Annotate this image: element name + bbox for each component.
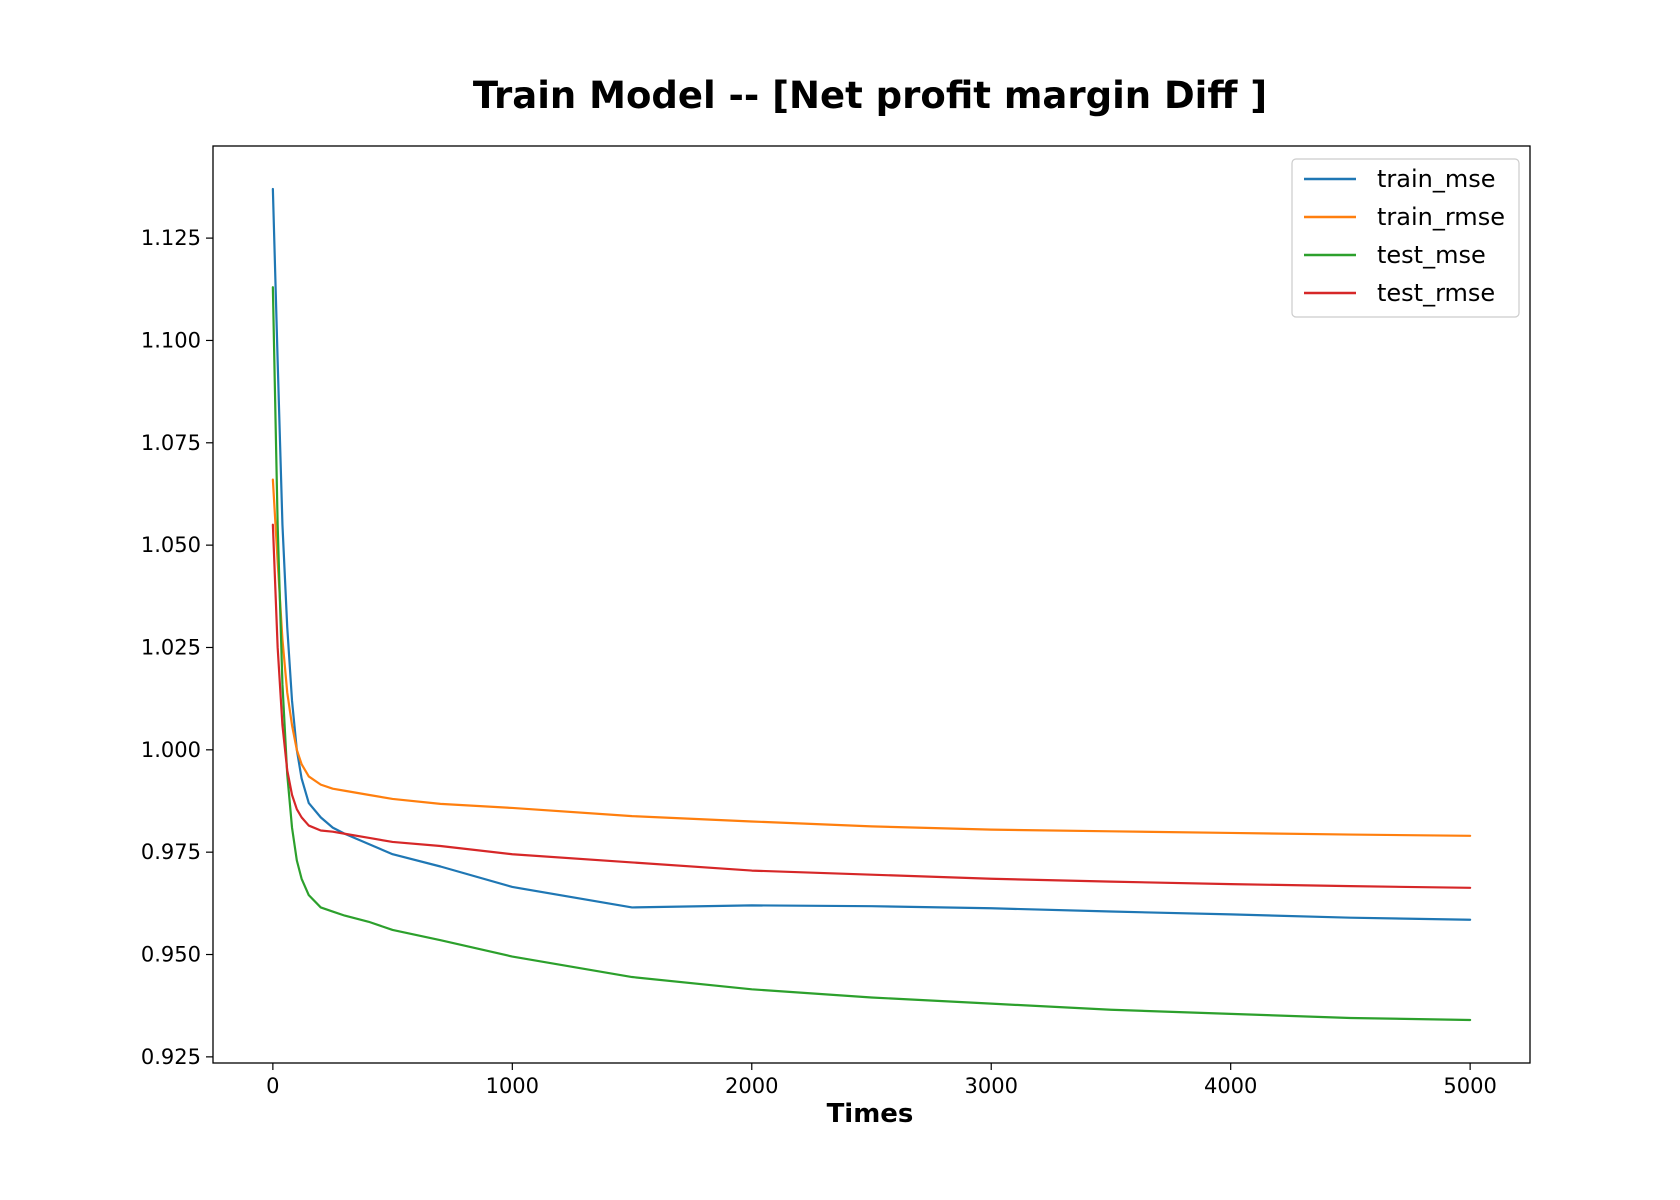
y-tick-label: 1.025 [141, 635, 201, 659]
legend-label-test-rmse: test_rmse [1377, 279, 1495, 307]
x-tick-label: 0 [266, 1074, 279, 1098]
x-tick-label: 5000 [1443, 1074, 1496, 1098]
series-line-test-rmse [271, 523, 1472, 889]
series-line-train-mse [271, 187, 1472, 921]
legend-label-train-rmse: train_rmse [1377, 203, 1505, 231]
x-tick-label: 3000 [965, 1074, 1018, 1098]
x-axis-label: Times [827, 1099, 914, 1129]
y-tick-label: 1.075 [141, 431, 201, 455]
x-tick-label: 4000 [1204, 1074, 1257, 1098]
plot-area: 0 1000 2000 3000 4000 5000 0.925 0.950 0.975 1.00… [141, 145, 1531, 1098]
y-tick-label: 1.000 [141, 738, 201, 762]
y-tick-label: 0.925 [141, 1045, 201, 1069]
y-tick-label: 1.125 [141, 226, 201, 250]
y-tick-label: 0.950 [141, 943, 201, 967]
legend-label-test-mse: test_mse [1377, 241, 1486, 269]
y-tick-label: 0.975 [141, 840, 201, 864]
x-tick-label: 2000 [725, 1074, 778, 1098]
legend-box [1291, 158, 1520, 318]
series-line-test-mse [271, 286, 1472, 1022]
x-tick-label: 1000 [486, 1074, 539, 1098]
chart-title: Train Model -- [Net profit margin Diff ] [473, 74, 1267, 117]
legend-label-train-mse: train_mse [1377, 165, 1496, 193]
y-tick-label: 1.050 [141, 533, 201, 557]
axes-frame [212, 145, 1531, 1064]
series-line-train-rmse [271, 478, 1472, 837]
y-tick-label: 1.100 [141, 328, 201, 352]
legend: train_mse train_rmse test_mse test_rmse [1291, 158, 1520, 318]
